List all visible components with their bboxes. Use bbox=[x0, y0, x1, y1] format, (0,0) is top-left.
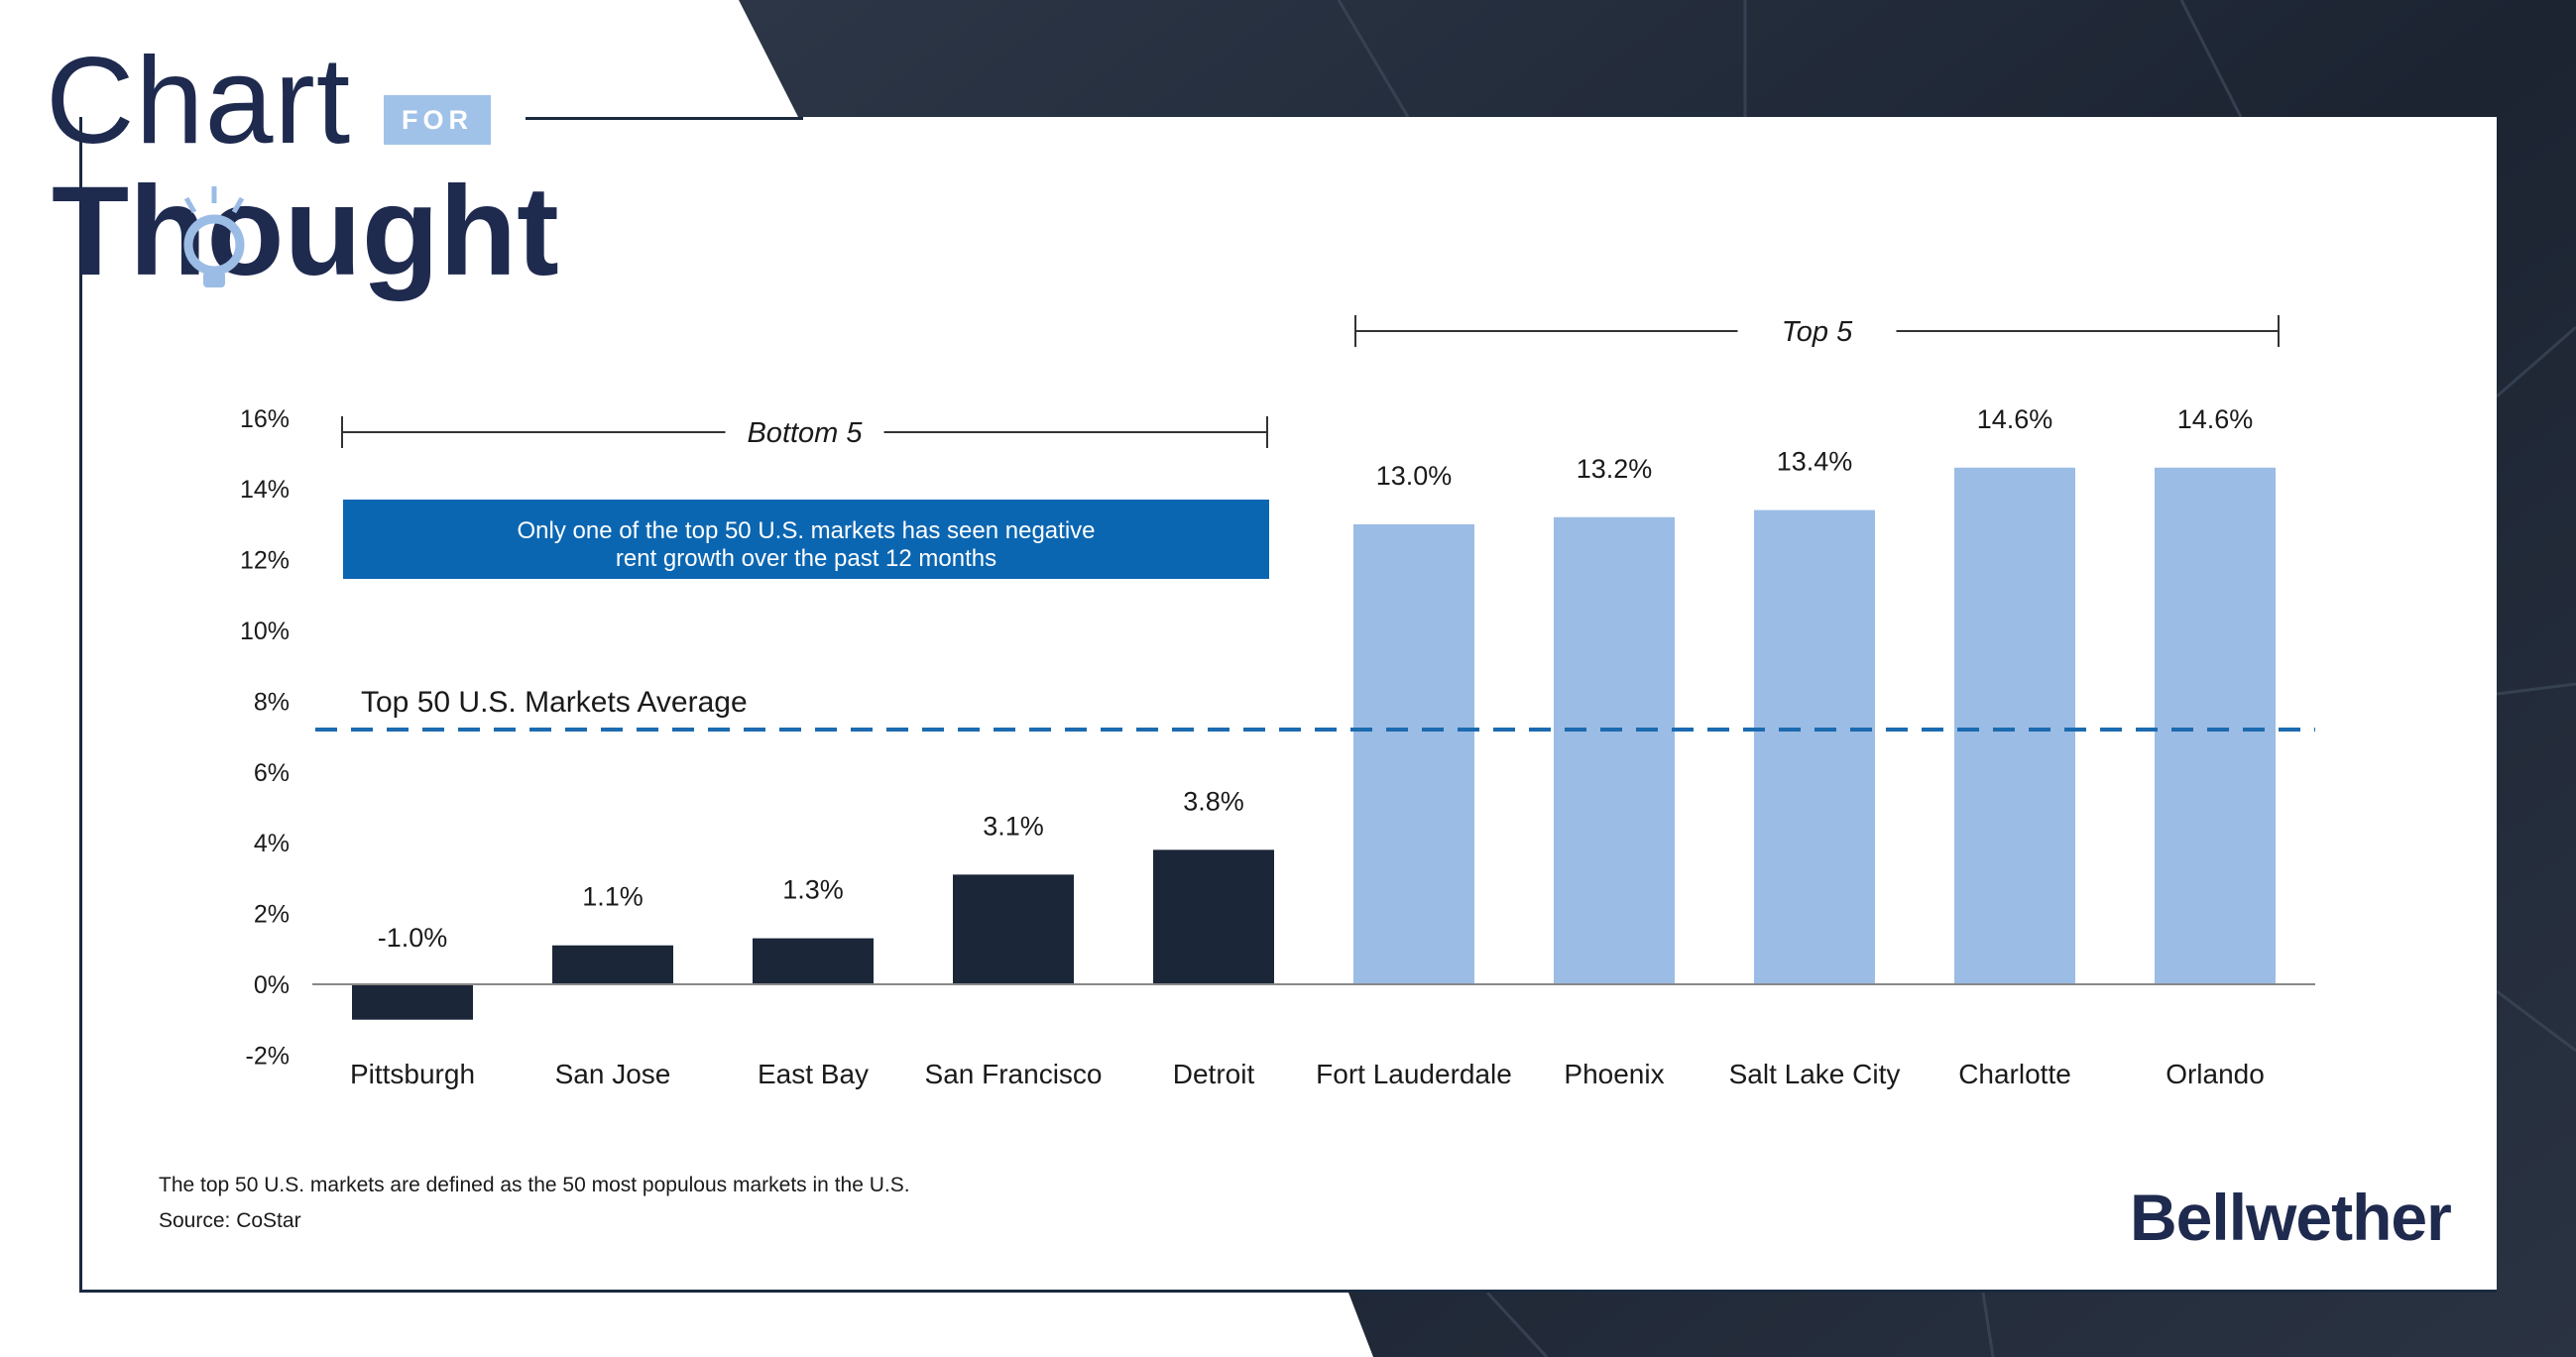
bar-detroit bbox=[1153, 849, 1274, 984]
bar-salt-lake-city bbox=[1754, 509, 1875, 984]
footnote-definition: The top 50 U.S. markets are defined as t… bbox=[159, 1174, 910, 1196]
data-label: 13.0% bbox=[1376, 461, 1453, 491]
y-tick-label: 10% bbox=[240, 618, 290, 645]
footnote-source: Source: CoStar bbox=[159, 1209, 301, 1232]
bulb-ray-left bbox=[183, 196, 197, 214]
category-label: Charlotte bbox=[1958, 1059, 2071, 1089]
data-label: 14.6% bbox=[2177, 404, 2254, 434]
callout-box bbox=[343, 500, 1269, 579]
y-tick-label: 6% bbox=[254, 759, 290, 787]
chart-card bbox=[79, 117, 2497, 1293]
data-label: 13.4% bbox=[1777, 447, 1853, 477]
data-label: 1.1% bbox=[582, 882, 644, 912]
category-label: San Francisco bbox=[925, 1059, 1103, 1089]
callout-line-1: Only one of the top 50 U.S. markets has … bbox=[517, 517, 1095, 544]
data-label: -1.0% bbox=[378, 923, 448, 953]
logo-chart-word: Chart bbox=[46, 33, 352, 170]
category-label: Phoenix bbox=[1564, 1059, 1664, 1089]
category-label: San Jose bbox=[555, 1059, 671, 1089]
data-label: 1.3% bbox=[782, 875, 844, 905]
bar-san-francisco bbox=[953, 874, 1074, 984]
y-tick-label: 14% bbox=[240, 476, 290, 504]
y-tick-label: -2% bbox=[246, 1042, 290, 1070]
logo-thought-word: Thought bbox=[52, 161, 559, 302]
lightbulb-base bbox=[203, 272, 225, 287]
data-label: 14.6% bbox=[1977, 404, 2053, 434]
category-label: Salt Lake City bbox=[1729, 1059, 1901, 1089]
bellwether-logo: Bellwether bbox=[2130, 1181, 2452, 1254]
y-tick-label: 16% bbox=[240, 405, 290, 433]
logo-rule bbox=[526, 117, 803, 120]
y-tick-label: 2% bbox=[254, 901, 290, 929]
logo-for-badge: FOR bbox=[384, 95, 491, 145]
data-label: 13.2% bbox=[1577, 454, 1653, 484]
bar-charlotte bbox=[1954, 467, 2075, 984]
category-label: Detroit bbox=[1173, 1059, 1255, 1089]
top5-bracket-label: Top 5 bbox=[1782, 316, 1853, 348]
data-label: 3.1% bbox=[983, 811, 1044, 841]
bar-phoenix bbox=[1554, 516, 1675, 984]
bar-san-jose bbox=[552, 945, 673, 984]
y-tick-label: 0% bbox=[254, 971, 290, 999]
bottom5-bracket-label: Bottom 5 bbox=[747, 417, 863, 449]
category-label: Pittsburgh bbox=[350, 1059, 475, 1089]
y-tick-label: 8% bbox=[254, 688, 290, 716]
average-label: Top 50 U.S. Markets Average bbox=[361, 686, 748, 719]
category-label: East Bay bbox=[758, 1059, 869, 1089]
bar-pittsburgh bbox=[352, 984, 473, 1020]
y-tick-label: 4% bbox=[254, 830, 290, 857]
data-label: 3.8% bbox=[1183, 786, 1244, 816]
lightbulb-icon bbox=[183, 214, 245, 276]
category-label: Fort Lauderdale bbox=[1316, 1059, 1512, 1089]
bar-orlando bbox=[2155, 467, 2276, 984]
callout-line-2: rent growth over the past 12 months bbox=[616, 545, 996, 572]
bulb-ray-right bbox=[231, 196, 245, 214]
y-tick-label: 12% bbox=[240, 547, 290, 575]
category-label: Orlando bbox=[2166, 1059, 2265, 1089]
bar-east-bay bbox=[753, 938, 874, 984]
bar-fort-lauderdale bbox=[1353, 523, 1474, 984]
